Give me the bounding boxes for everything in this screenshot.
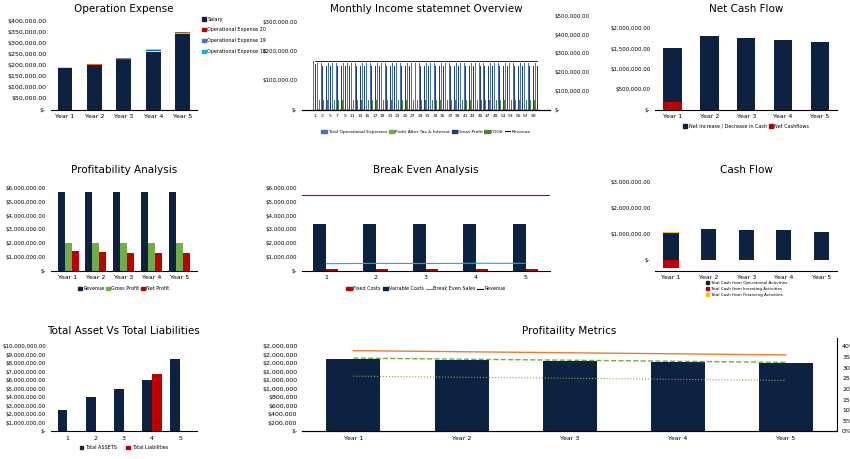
Bar [65,243,71,270]
Bar [526,269,538,270]
Bar [170,359,180,431]
Bar [664,260,678,268]
Bar [86,397,96,431]
Bar [651,362,705,431]
Bar [463,224,476,270]
Bar [175,34,190,110]
Bar [113,192,121,270]
Bar [86,192,93,270]
Bar [364,224,376,270]
Title: Profitaility Metrics: Profitaility Metrics [523,326,617,336]
Title: Total Asset Vs Total Liabilities: Total Asset Vs Total Liabilities [48,326,201,336]
Bar [169,192,176,270]
Bar [700,36,718,110]
Bar [58,192,65,270]
Bar [434,360,489,431]
Bar [664,231,678,233]
Legend: Salary, Operational Expense 20, Operational Expense 19, Operational Expense 18: Salary, Operational Expense 20, Operatio… [202,17,266,54]
Bar [87,65,102,110]
Title: Profitability Analysis: Profitability Analysis [71,165,177,175]
Legend: Net Increase / Decrease in Cash, Net Cashflows: Net Increase / Decrease in Cash, Net Cas… [682,122,811,130]
Bar [664,48,682,110]
Legend: Fixed Costs, Variable Costs, Break Even Sales, Revenue: Fixed Costs, Variable Costs, Break Even … [344,285,507,293]
Bar [99,252,106,270]
Bar [811,42,829,110]
Bar [71,251,78,270]
Bar [183,252,190,270]
Title: Cash Flow: Cash Flow [720,165,773,175]
Bar [314,224,326,270]
Bar [176,243,183,270]
Legend: Total ASSETS, Total Liabilities: Total ASSETS, Total Liabilities [77,443,170,453]
Bar [476,269,489,270]
Bar [116,60,131,110]
Bar [664,231,678,260]
Bar [326,269,338,270]
Bar [739,230,754,260]
Bar [121,243,128,270]
Bar [737,38,756,110]
Bar [413,224,426,270]
Bar [376,269,388,270]
Bar [128,252,134,270]
Bar [142,381,152,431]
Bar [141,192,148,270]
Bar [513,224,526,270]
Bar [148,243,156,270]
Bar [759,363,813,431]
Bar [114,389,124,431]
Title: Operation Expense: Operation Expense [74,4,173,14]
Bar [93,243,99,270]
Bar [156,253,162,270]
Bar [58,410,67,431]
Bar [146,52,161,110]
Title: Net Cash Flow: Net Cash Flow [709,4,784,14]
Legend: Revenue, Gross Profit, Net Profit: Revenue, Gross Profit, Net Profit [76,285,171,293]
Title: Break Even Analysis: Break Even Analysis [373,165,479,175]
Bar [774,40,792,110]
Title: Monthly Income statemnet Overview: Monthly Income statemnet Overview [330,4,522,14]
Bar [326,359,381,431]
Bar [542,361,597,431]
Bar [426,269,439,270]
Bar [58,68,72,110]
Bar [814,231,829,260]
Bar [701,229,717,260]
Bar [664,102,682,110]
Bar [152,374,162,431]
Legend: Total Cash from Operational Activities, Total Cash from Investing Activities, To: Total Cash from Operational Activities, … [704,279,789,298]
Legend: Total Operational Expenses, Profit After Tax & Interest, Gross Profit, COGS, Rev: Total Operational Expenses, Profit After… [320,128,532,135]
Bar [776,230,791,260]
